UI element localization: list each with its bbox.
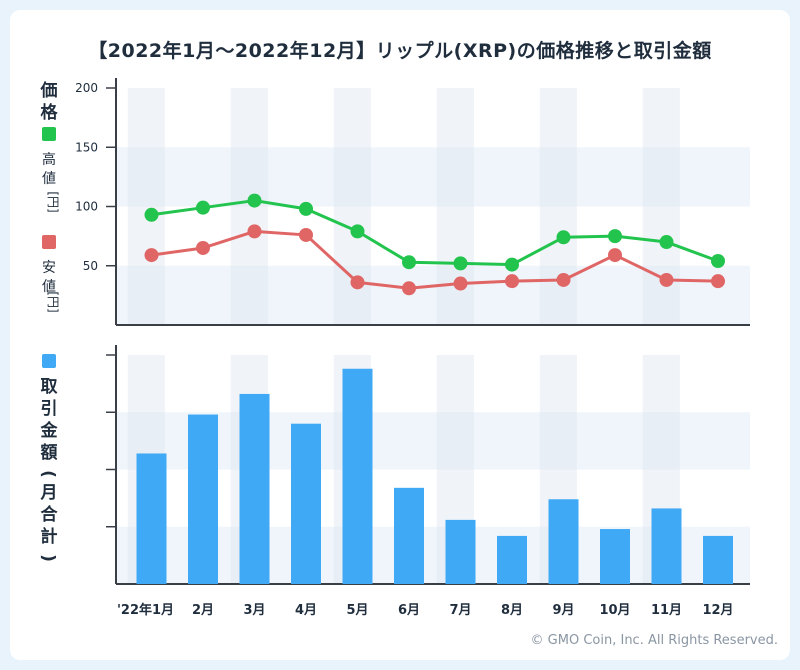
- low-price-point: [608, 248, 622, 263]
- high-price-point: [453, 256, 468, 271]
- low-price-point: [711, 274, 725, 289]
- x-tick-label: 3月: [243, 603, 265, 618]
- volume-bar: [600, 529, 630, 584]
- chart-title: 【2022年1月〜2022年12月】リップル(XRP)の価格推移と取引金額: [88, 40, 712, 62]
- low-price-point: [402, 281, 416, 296]
- low-price-point: [505, 274, 519, 289]
- column-stripe: [539, 88, 577, 325]
- high-price-point: [505, 257, 519, 272]
- volume-bar: [445, 519, 476, 584]
- high-legend-swatch: [42, 127, 56, 141]
- low-price-point: [247, 224, 262, 239]
- volume-axis-title: 額: [40, 442, 58, 463]
- high-price-point: [659, 235, 674, 250]
- low-legend-label: 値: [42, 279, 56, 295]
- x-tick-label: '22年1月: [117, 602, 174, 618]
- price-y-tick-label: 200: [75, 81, 98, 95]
- x-tick-label: 9月: [552, 603, 574, 618]
- low-price-point: [453, 276, 468, 291]
- low-price-point: [196, 240, 210, 255]
- high-price-point: [144, 207, 159, 222]
- grid-band: [116, 207, 750, 266]
- x-tick-label: 7月: [449, 603, 471, 618]
- high-price-point: [247, 193, 262, 208]
- low-price-point: [659, 272, 674, 287]
- copyright-text: © GMO Coin, Inc. All Rights Reserved.: [530, 633, 778, 648]
- high-legend-label: 値: [42, 171, 56, 187]
- volume-axis-title: 引: [41, 399, 58, 419]
- high-price-point: [711, 254, 725, 269]
- volume-bar: [291, 423, 321, 584]
- high-price-point: [402, 255, 416, 270]
- price-axis-title: 格: [41, 102, 59, 123]
- price-y-tick-label: 100: [75, 200, 98, 214]
- volume-bar: [703, 535, 733, 584]
- high-legend-unit: [円]: [46, 191, 60, 212]
- low-price-point: [299, 227, 313, 242]
- volume-bar: [342, 368, 373, 584]
- volume-bar: [136, 453, 167, 584]
- high-price-point: [556, 230, 571, 245]
- column-stripe: [230, 88, 268, 325]
- high-price-point: [196, 200, 210, 215]
- x-tick-label: 8月: [501, 603, 523, 618]
- column-stripe: [642, 88, 680, 325]
- low-legend-unit: [円]: [46, 291, 60, 312]
- volume-legend-swatch: [42, 354, 56, 368]
- volume-axis-title: 計: [41, 526, 58, 547]
- grid-band: [116, 265, 750, 325]
- price-y-tick-label: 150: [75, 140, 98, 154]
- volume-axis-title: 月: [40, 483, 58, 503]
- high-price-line: [151, 199, 719, 267]
- high-price-point: [350, 224, 365, 239]
- high-price-point: [608, 229, 622, 244]
- price-axis-title: 価: [40, 80, 58, 101]
- volume-bar: [394, 487, 424, 584]
- x-tick-label: 10月: [599, 603, 630, 618]
- volume-bar: [497, 535, 527, 584]
- grid-band: [116, 526, 750, 584]
- x-tick-label: 11月: [651, 603, 682, 618]
- x-tick-label: 5月: [346, 603, 368, 618]
- volume-axis-title: 合: [41, 504, 59, 525]
- volume-bar: [651, 508, 682, 584]
- volume-bar: [239, 393, 270, 584]
- grid-band: [116, 147, 750, 207]
- low-legend-swatch: [42, 235, 56, 249]
- price-y-tick-label: 50: [83, 259, 98, 273]
- column-stripe: [127, 88, 165, 325]
- x-tick-label: 12月: [702, 603, 733, 618]
- low-price-point: [556, 272, 571, 287]
- low-price-line: [151, 229, 719, 290]
- low-legend-label: 安: [42, 260, 56, 276]
- volume-axis-title: 金: [40, 420, 59, 441]
- volume-axis-title: (: [38, 470, 58, 478]
- high-price-point: [299, 201, 313, 216]
- volume-bar: [188, 414, 218, 584]
- low-price-point: [144, 248, 159, 263]
- grid-band: [116, 412, 750, 470]
- volume-axis-title: ): [38, 554, 58, 562]
- volume-axis-title: 取: [41, 377, 58, 397]
- high-legend-label: 高: [42, 151, 56, 168]
- low-price-point: [350, 275, 365, 290]
- volume-bar: [548, 499, 579, 584]
- x-tick-label: 6月: [398, 603, 420, 618]
- x-tick-label: 2月: [192, 603, 214, 618]
- x-tick-label: 4月: [295, 603, 317, 618]
